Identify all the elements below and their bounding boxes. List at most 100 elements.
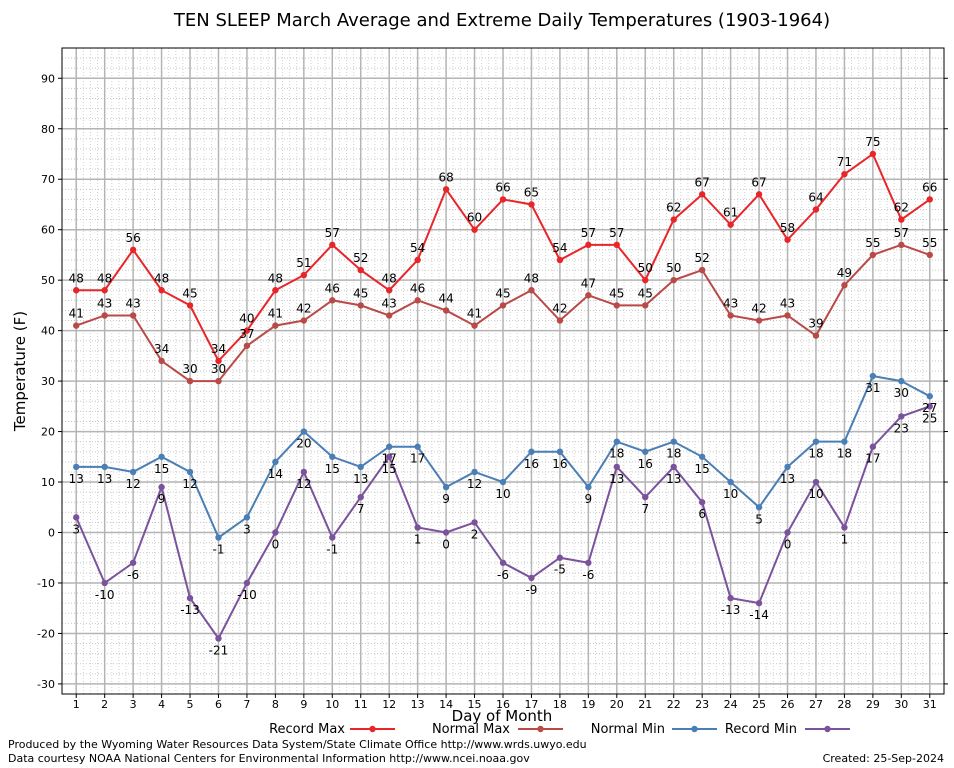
legend-marker-record-min — [824, 725, 831, 733]
data-point-normal-max — [300, 317, 308, 324]
data-label-normal-min: 18 — [666, 447, 681, 461]
data-label-record-min: 12 — [296, 477, 311, 491]
data-label-record-max: 64 — [808, 191, 823, 205]
data-label-normal-max: 47 — [581, 276, 596, 290]
x-tick-label: 19 — [581, 698, 595, 711]
data-label-record-min: 3 — [72, 522, 80, 536]
data-point-record-max — [812, 206, 820, 213]
y-tick-label: 90 — [41, 72, 55, 85]
data-point-record-max — [727, 221, 734, 228]
data-point-normal-max — [869, 251, 877, 259]
x-tick-label: 13 — [411, 698, 425, 711]
data-point-normal-min — [698, 453, 706, 460]
legend-marker-normal-max — [537, 725, 544, 733]
data-point-normal-max — [129, 312, 137, 319]
data-label-record-max: 48 — [69, 271, 84, 285]
x-tick-label: 23 — [695, 698, 709, 711]
data-point-record-max — [73, 287, 80, 294]
data-point-normal-min — [869, 372, 877, 380]
data-label-normal-max: 46 — [410, 281, 425, 295]
data-label-record-max: 54 — [552, 241, 567, 255]
y-tick-label: 80 — [41, 123, 55, 136]
data-point-normal-max — [898, 241, 905, 249]
x-tick-label: 18 — [553, 698, 567, 711]
data-label-record-min: 0 — [784, 538, 792, 552]
data-point-normal-max — [357, 302, 364, 309]
data-label-record-max: 48 — [154, 271, 169, 285]
data-label-record-max: 34 — [211, 342, 226, 356]
data-point-record-min — [215, 635, 222, 642]
data-label-normal-max: 42 — [751, 302, 766, 316]
data-point-record-max — [101, 287, 108, 294]
data-point-record-min — [300, 468, 308, 476]
data-point-record-min — [129, 559, 137, 566]
footer-data-courtesy: Data courtesy NOAA National Centers for … — [8, 752, 530, 765]
y-tick-label: 20 — [41, 426, 55, 439]
data-label-normal-max: 46 — [325, 281, 340, 295]
data-point-record-min — [73, 514, 80, 521]
data-label-normal-min: 27 — [922, 401, 937, 415]
data-point-normal-max — [926, 251, 933, 259]
data-label-record-min: 7 — [641, 502, 649, 516]
data-label-normal-min: 13 — [97, 472, 112, 486]
data-point-record-min — [385, 453, 393, 460]
data-label-record-max: 57 — [581, 226, 596, 240]
data-point-record-min — [186, 594, 194, 602]
data-label-normal-max: 48 — [524, 271, 539, 285]
data-point-normal-min — [926, 393, 933, 400]
data-label-normal-max: 41 — [69, 307, 84, 321]
data-label-record-max: 40 — [239, 312, 254, 326]
data-label-normal-min: 13 — [780, 472, 795, 486]
data-point-record-max — [272, 287, 279, 294]
data-point-record-max — [869, 150, 877, 158]
data-point-record-min — [784, 529, 791, 536]
data-label-record-max: 62 — [894, 201, 909, 215]
data-point-record-min — [727, 594, 734, 602]
y-tick-label: 0 — [48, 527, 55, 540]
data-point-record-max — [357, 266, 364, 274]
data-point-normal-min — [499, 478, 507, 486]
data-label-record-min: -5 — [554, 563, 566, 577]
data-point-normal-min — [414, 443, 421, 450]
data-point-record-min — [670, 463, 677, 471]
x-tick-label: 26 — [781, 698, 795, 711]
data-point-record-max — [528, 201, 535, 208]
data-point-record-min — [528, 574, 535, 582]
data-label-normal-min: 12 — [125, 477, 140, 491]
data-point-normal-min — [528, 448, 535, 455]
legend-label-record-max: Record Max — [269, 722, 345, 737]
data-label-normal-min: 5 — [755, 512, 763, 526]
x-tick-label: 20 — [610, 698, 624, 711]
data-label-normal-min: 18 — [837, 447, 852, 461]
legend-label-record-min: Record Min — [725, 722, 797, 737]
data-label-normal-min: -1 — [212, 543, 224, 557]
data-label-normal-max: 43 — [382, 296, 397, 310]
data-point-normal-max — [727, 312, 734, 319]
data-label-record-max: 65 — [524, 185, 539, 199]
data-point-record-max — [129, 246, 137, 254]
data-point-record-max — [300, 271, 308, 279]
data-label-normal-max: 43 — [97, 296, 112, 310]
data-point-record-max — [698, 191, 706, 198]
data-label-normal-max: 30 — [182, 362, 197, 376]
y-tick-label: -10 — [37, 577, 55, 590]
data-label-normal-max: 39 — [808, 317, 823, 331]
data-point-record-max — [158, 287, 165, 294]
data-point-record-min — [442, 529, 450, 536]
data-point-record-max — [642, 276, 649, 284]
data-label-normal-min: 16 — [524, 457, 539, 471]
data-label-record-min: -6 — [497, 568, 509, 582]
data-point-record-min — [101, 579, 108, 587]
data-label-normal-max: 55 — [865, 236, 880, 250]
y-tick-label: 10 — [41, 476, 55, 489]
data-point-normal-max — [272, 322, 279, 329]
data-point-normal-max — [528, 287, 535, 294]
data-label-normal-min: 18 — [609, 447, 624, 461]
data-label-normal-min: 16 — [552, 457, 567, 471]
data-point-record-min — [698, 499, 706, 506]
data-point-normal-max — [642, 302, 649, 309]
data-label-normal-min: 12 — [467, 477, 482, 491]
data-label-record-max: 68 — [438, 170, 453, 184]
data-label-record-min: 17 — [865, 452, 880, 466]
